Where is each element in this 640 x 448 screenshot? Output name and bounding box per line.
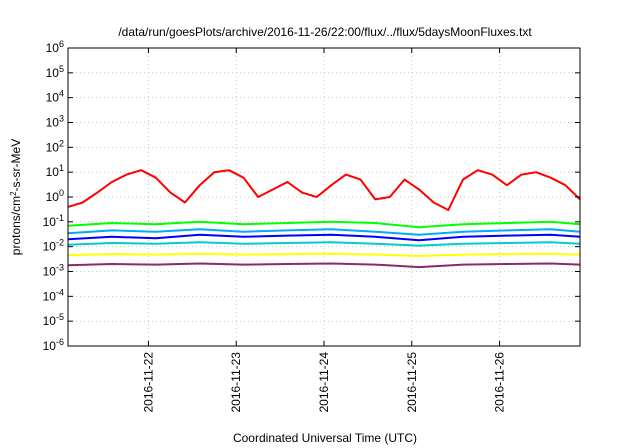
y-tick-label: 10-1	[43, 213, 64, 229]
y-tick-label: 10-2	[43, 238, 64, 254]
y-tick-label: 10-3	[43, 263, 64, 279]
y-axis-ticks: 10-6 10-5 10-4 10-3 10-2 10-1 100 101 102 103 104 1…	[43, 39, 580, 353]
y-tick-label: 10-6	[43, 337, 64, 353]
series-line-3	[67, 228, 581, 236]
x-axis-ticks: 2016-11-22 2016-11-23 2016-11-24 2016-11-25…	[141, 48, 507, 413]
series-line-7	[67, 262, 581, 269]
y-axis-label: protons/cm2-s-sr-MeV	[9, 139, 24, 255]
data-series-group	[67, 169, 581, 269]
y-tick-label: 102	[46, 138, 64, 154]
series-line-2	[67, 220, 581, 229]
series-line-5	[67, 241, 581, 247]
x-tick-label: 2016-11-24	[317, 352, 331, 413]
y-tick-label: 100	[46, 188, 64, 204]
x-tick-label: 2016-11-25	[405, 352, 419, 413]
series-line-1	[67, 169, 581, 211]
series-line-4	[67, 233, 581, 242]
x-tick-label: 2016-11-23	[229, 352, 243, 413]
y-tick-label: 103	[46, 114, 64, 130]
y-tick-label: 10-4	[43, 287, 64, 303]
y-tick-label: 101	[46, 163, 64, 179]
y-tick-label: 104	[46, 89, 64, 105]
chart-title: /data/run/goesPlots/archive/2016-11-26/2…	[118, 25, 532, 39]
x-tick-label: 2016-11-26	[493, 352, 507, 413]
y-tick-label: 10-5	[43, 312, 64, 328]
y-axis-label-sup: 2	[9, 191, 18, 196]
y-axis-label-pre: protons/cm	[9, 196, 23, 255]
y-axis-label-post: -s-sr-MeV	[9, 139, 23, 192]
x-axis-label: Coordinated Universal Time (UTC)	[233, 431, 417, 445]
y-tick-label: 106	[46, 39, 64, 55]
y-tick-label: 105	[46, 64, 64, 80]
series-line-6	[67, 252, 581, 257]
x-tick-label: 2016-11-22	[141, 352, 155, 413]
